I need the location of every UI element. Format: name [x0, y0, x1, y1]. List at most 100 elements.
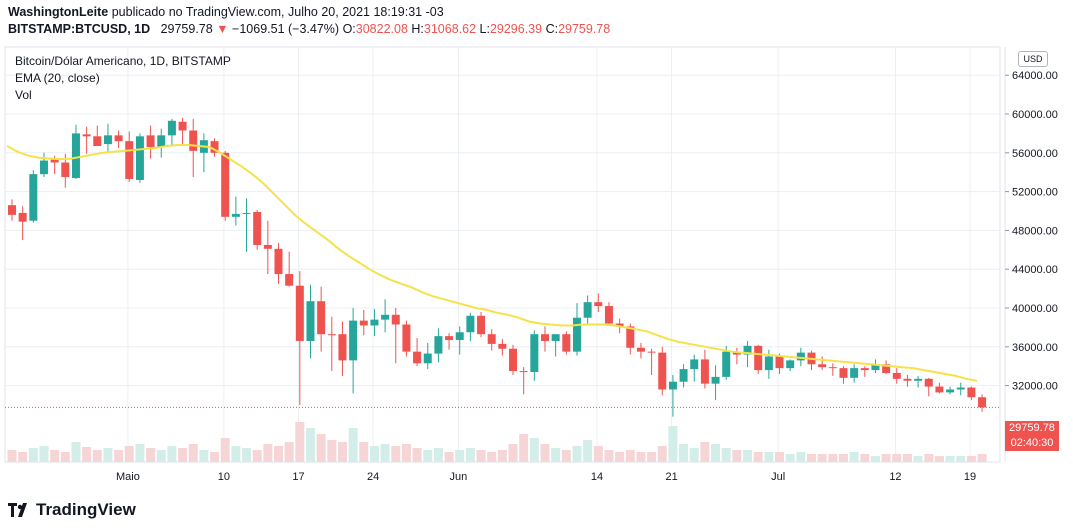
price-change: −1069.51 (−3.47%): [232, 22, 340, 36]
high-value: 31068.62: [423, 22, 477, 36]
candle-body: [8, 205, 16, 215]
candle-body: [690, 359, 699, 370]
volume-bar: [860, 454, 870, 462]
candle-body: [39, 160, 48, 175]
volume-bar: [902, 454, 912, 462]
candle-body: [711, 376, 720, 384]
candle-body: [903, 378, 912, 381]
volume-bar: [380, 444, 390, 462]
low-label: L:: [479, 22, 490, 36]
candle-body: [338, 334, 347, 361]
candle-body: [541, 334, 549, 341]
candle-body: [71, 133, 80, 179]
close-label: C:: [545, 22, 559, 36]
candle-body: [125, 141, 134, 179]
volume-bar: [124, 446, 134, 462]
candlestick-series: [8, 117, 987, 417]
candle-body: [210, 141, 219, 153]
candle-body: [18, 212, 27, 222]
volume-bar: [519, 434, 529, 462]
volume-bars: [7, 422, 987, 462]
candle-body: [274, 248, 283, 275]
volume-bar: [231, 446, 241, 462]
volume-bar: [583, 440, 593, 462]
volume-bar: [764, 452, 774, 462]
candle-body: [466, 315, 475, 333]
volume-bar: [263, 444, 273, 462]
volume-bar: [337, 442, 347, 462]
candle-body: [700, 359, 709, 384]
volume-bar: [711, 444, 721, 462]
volume-bar: [817, 454, 827, 462]
x-tick-label: Maio: [116, 471, 140, 483]
volume-bar: [295, 422, 305, 462]
volume-bar: [945, 456, 955, 462]
brand-name: TradingView: [36, 500, 136, 519]
ema-legend[interactable]: EMA (20, close): [15, 71, 100, 85]
volume-legend[interactable]: Vol: [15, 88, 32, 102]
volume-bar: [743, 450, 753, 462]
candle-body: [743, 345, 752, 355]
candle-body: [434, 336, 443, 354]
publish-info: WashingtonLeite publicado no TradingView…: [8, 5, 444, 19]
candle-body: [82, 134, 91, 137]
volume-bar: [689, 448, 699, 462]
candle-body: [818, 364, 827, 368]
volume-bar: [849, 452, 859, 462]
candle-body: [178, 121, 187, 131]
volume-bar: [796, 452, 806, 462]
y-tick-label: 36000.00: [1012, 342, 1058, 354]
y-tick-label: 60000.00: [1012, 109, 1058, 121]
volume-bar: [838, 454, 848, 462]
down-arrow-icon: ▼: [216, 22, 229, 36]
last-price-label: 29759.78: [1009, 422, 1055, 434]
candle-body: [306, 301, 315, 341]
volume-bar: [540, 444, 550, 462]
close-value: 29759.78: [558, 22, 611, 36]
volume-bar: [647, 452, 657, 462]
candle-body: [775, 356, 784, 369]
candle-body: [146, 135, 155, 147]
candle-body: [668, 381, 677, 390]
candle-body: [850, 368, 859, 378]
candle-body: [722, 351, 731, 377]
x-tick-label: 19: [964, 471, 976, 483]
x-tick-label: 10: [218, 471, 230, 483]
volume-bar: [39, 446, 49, 462]
volume-bar: [966, 456, 976, 462]
candle-body: [295, 285, 304, 341]
currency-button[interactable]: USD: [1018, 51, 1048, 67]
candle-body: [839, 368, 848, 378]
series-legend-title[interactable]: Bitcoin/Dólar Americano, 1D, BITSTAMP: [15, 54, 231, 68]
candle-body: [285, 274, 294, 286]
volume-bar: [529, 438, 539, 462]
volume-bar: [348, 428, 358, 462]
volume-bar: [82, 447, 92, 462]
tradingview-logo[interactable]: TradingView: [8, 500, 136, 520]
candle-body: [914, 378, 923, 381]
candle-body: [860, 368, 869, 371]
candle-body: [562, 334, 571, 352]
y-tick-label: 64000.00: [1012, 70, 1058, 82]
time-axis: Maio 10 17 24 Jun 14 21 Jul 12 19: [116, 471, 976, 483]
candle-body: [381, 314, 390, 320]
volume-bar: [593, 446, 603, 462]
volume-bar: [668, 426, 678, 462]
candle-body: [658, 352, 667, 390]
candle-body: [359, 320, 368, 326]
candle-body: [946, 389, 955, 393]
candle-body: [594, 302, 603, 307]
volume-bar: [934, 456, 944, 462]
volume-bar: [700, 442, 710, 462]
candle-body: [50, 159, 59, 163]
y-tick-label: 48000.00: [1012, 225, 1058, 237]
y-tick-label: 40000.00: [1012, 303, 1058, 315]
candle-body: [317, 301, 326, 335]
volume-bar: [199, 450, 209, 462]
volume-bar: [732, 450, 742, 462]
candle-body: [253, 211, 262, 245]
x-tick-label: 24: [367, 471, 379, 483]
volume-bar: [572, 446, 582, 462]
volume-bar: [135, 444, 145, 462]
